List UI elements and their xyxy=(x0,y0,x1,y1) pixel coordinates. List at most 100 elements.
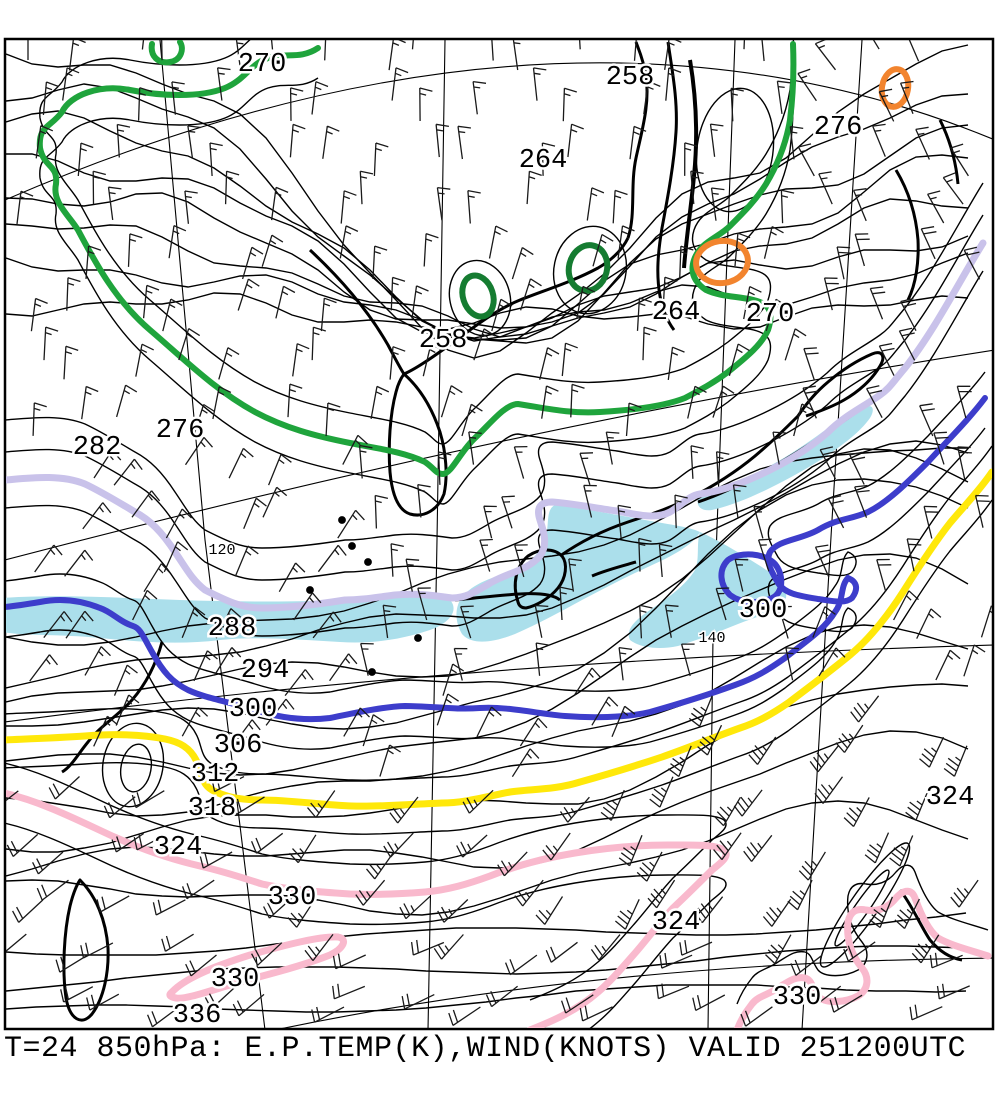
wind-barb xyxy=(16,190,34,225)
isopleth-green-loop xyxy=(459,272,497,320)
wind-barb xyxy=(107,186,122,220)
wind-barb xyxy=(93,715,118,747)
wind-barb xyxy=(485,985,519,1008)
wind-barb xyxy=(936,983,970,1000)
wind-barb xyxy=(534,604,549,638)
wind-barb xyxy=(713,832,742,861)
wind-barb xyxy=(715,451,730,485)
wind-barb xyxy=(476,706,502,737)
wind-barb xyxy=(900,297,917,332)
wind-barb xyxy=(814,776,844,804)
contour-label: 336 xyxy=(173,1001,222,1031)
wind-barb xyxy=(854,484,870,518)
wind-barb xyxy=(435,123,450,158)
wind-barb xyxy=(80,942,114,959)
wind-barb xyxy=(733,789,763,817)
highlight-ellipse xyxy=(878,66,912,110)
contour-label: 312 xyxy=(191,760,240,790)
wind-barb xyxy=(192,403,215,437)
wind-barb xyxy=(809,745,839,773)
wind-barb xyxy=(526,170,542,205)
wind-barb xyxy=(329,653,358,682)
wind-barb xyxy=(680,643,695,677)
contour-label: 288 xyxy=(208,614,257,644)
wind-barb xyxy=(567,123,584,158)
wind-barb xyxy=(633,40,637,61)
wind-barb xyxy=(662,276,678,311)
wind-barb xyxy=(483,505,497,539)
wind-barb xyxy=(343,707,370,737)
wind-barb xyxy=(866,385,883,419)
wind-barb xyxy=(535,642,550,676)
wind-barb xyxy=(32,851,64,875)
wind-barb xyxy=(423,232,439,267)
wind-barb xyxy=(360,642,374,676)
wind-barb xyxy=(617,504,632,539)
wind-barb xyxy=(287,899,316,928)
graticule-label: 140 xyxy=(698,630,725,647)
wind-barb xyxy=(250,832,284,854)
wind-barb xyxy=(927,190,945,224)
wind-barb xyxy=(237,278,260,311)
wind-barb xyxy=(389,796,419,824)
wind-barb xyxy=(649,776,674,808)
wind-barb xyxy=(916,608,942,639)
wind-barb xyxy=(674,494,688,529)
wind-barb xyxy=(209,142,223,177)
wind-barb xyxy=(843,797,870,827)
wind-barb xyxy=(618,834,643,867)
wind-barb xyxy=(803,347,819,381)
wind-barb xyxy=(658,543,673,578)
wind-barb xyxy=(665,67,682,101)
wind-barb xyxy=(617,225,635,259)
wind-barb xyxy=(453,647,468,681)
wind-barb xyxy=(116,123,131,158)
wind-barb xyxy=(906,538,922,572)
wind-barb xyxy=(772,431,787,465)
wind-barb xyxy=(869,896,894,929)
wind-barb xyxy=(793,403,814,437)
wind-barb xyxy=(899,80,914,114)
wind-barb xyxy=(923,505,939,539)
wind-barb xyxy=(468,431,482,465)
wind-barb xyxy=(919,736,945,768)
wind-barb xyxy=(317,544,347,573)
isopleth-green xyxy=(148,40,185,66)
wind-barb xyxy=(714,796,741,827)
wind-barb xyxy=(389,346,406,380)
wind-barb xyxy=(267,453,292,486)
wind-barb xyxy=(605,431,620,465)
wind-barb xyxy=(843,941,876,962)
wind-barb xyxy=(889,835,914,867)
wind-barb xyxy=(63,345,79,380)
wind-barb xyxy=(307,790,336,818)
wind-barb xyxy=(559,796,590,823)
wind-barb xyxy=(460,605,474,639)
wind-barb xyxy=(168,225,187,259)
wind-barb xyxy=(241,246,264,280)
wind-barb xyxy=(68,40,86,71)
wind-barb xyxy=(43,611,73,638)
wind-barb xyxy=(86,993,120,1011)
wind-barb xyxy=(929,952,963,969)
wind-barb xyxy=(161,933,194,952)
wind-barb xyxy=(643,80,661,115)
wind-barb xyxy=(6,833,39,857)
wind-barb xyxy=(734,558,749,592)
wind-barb xyxy=(372,245,388,280)
wind-barb xyxy=(765,298,788,331)
wind-barb xyxy=(36,879,69,901)
wind-barb xyxy=(491,40,494,61)
isopleth-blue xyxy=(718,551,785,605)
wind-barb xyxy=(187,125,201,159)
isopleth-blue xyxy=(6,395,988,723)
wind-barb xyxy=(152,899,186,916)
wind-barb xyxy=(748,736,777,765)
wind-barb xyxy=(740,1006,773,1027)
wind-barb xyxy=(787,879,813,911)
wind-barb xyxy=(576,285,595,319)
wind-barb xyxy=(491,298,513,332)
wind-barb xyxy=(132,589,158,621)
isopleth-lavender xyxy=(6,239,987,612)
wind-barb xyxy=(573,667,602,697)
